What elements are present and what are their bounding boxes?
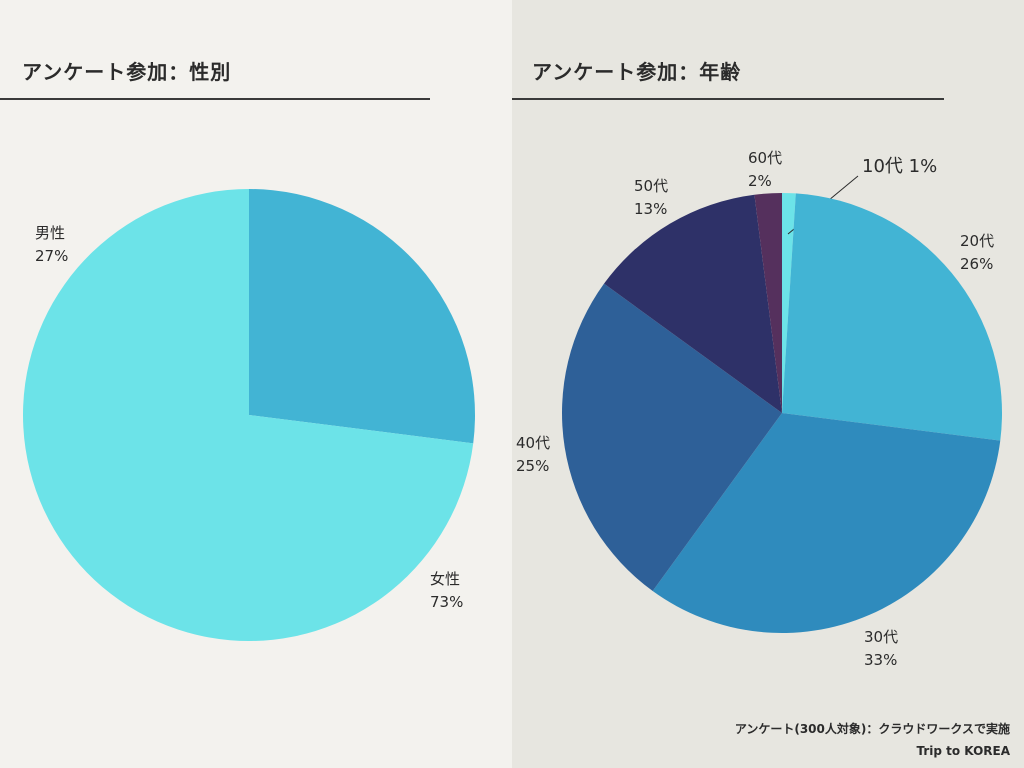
age-slice-value-4: 13%	[634, 200, 667, 218]
age-slice-label-5: 60代	[748, 149, 782, 167]
gender-slice-label-1: 女性	[430, 570, 460, 588]
age-panel: アンケート参加：年齢 10代 1% 20代 26% 30代 33% 40代 25% 50代 13…	[512, 0, 1024, 768]
age-pie-slice-3	[562, 283, 782, 591]
age-pie-slice-4	[604, 194, 782, 413]
age-slice-label-2: 30代	[864, 628, 898, 646]
gender-panel: アンケート参加：性別 男性 27% 女性 73%	[0, 0, 512, 768]
footer: アンケート(300人対象)：クラウドワークスで実施 Trip to KOREA	[735, 718, 1010, 762]
age-slice-label-3: 40代	[516, 434, 550, 452]
age-slice-label-4: 50代	[634, 177, 668, 195]
age-pie-slice-1	[782, 193, 1002, 441]
gender-pie-slice-1	[23, 189, 474, 642]
gender-slice-label-0: 男性	[35, 224, 65, 242]
footer-source: アンケート(300人対象)：クラウドワークスで実施	[734, 722, 1010, 736]
age-slice-value-1: 26%	[960, 255, 993, 273]
age-slice-value-5: 2%	[748, 172, 772, 190]
gender-pie-slice-0	[249, 189, 475, 444]
age-pie-slice-0	[782, 193, 796, 413]
footer-brand: Trip to KOREA	[916, 744, 1010, 758]
gender-title-rule	[0, 98, 430, 100]
age-pie-slice-5	[754, 193, 782, 413]
age-chart-title: アンケート参加：年齢	[532, 60, 742, 84]
age-pie-slice-2	[652, 413, 1001, 633]
age-pie-chart: 10代 1% 20代 26% 30代 33% 40代 25% 50代 13% 60代 2%	[516, 149, 1002, 669]
gender-pie-chart: 男性 27% 女性 73%	[23, 189, 475, 642]
age-slice-value-2: 33%	[864, 651, 897, 669]
age-slice-label-0: 10代 1%	[862, 156, 937, 177]
age-slice-value-3: 25%	[516, 457, 549, 475]
age-title-rule	[512, 98, 944, 100]
gender-slice-value-0: 27%	[35, 247, 68, 265]
gender-chart-title: アンケート参加：性別	[22, 60, 232, 84]
age-slice-label-1: 20代	[960, 232, 994, 250]
gender-slice-value-1: 73%	[430, 593, 463, 611]
